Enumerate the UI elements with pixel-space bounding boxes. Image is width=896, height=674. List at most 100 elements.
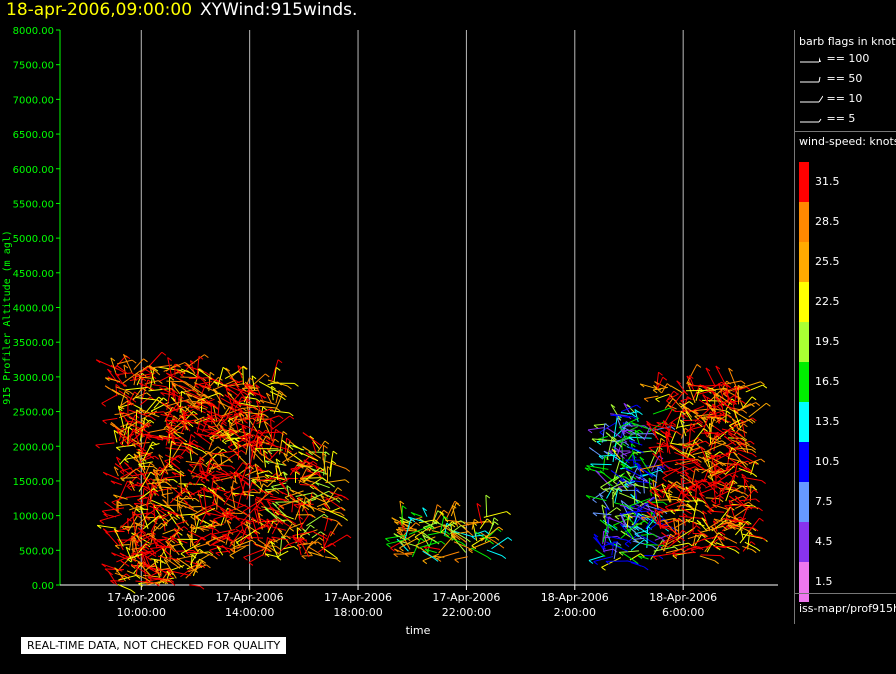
wind-barb-flag bbox=[740, 519, 746, 524]
wind-barb bbox=[122, 434, 143, 449]
barb-legend-label: == 100 bbox=[826, 52, 870, 65]
wind-barb bbox=[279, 431, 284, 455]
wind-barb-flag bbox=[187, 393, 192, 398]
wind-barb bbox=[306, 470, 318, 475]
wind-barb-flag bbox=[323, 444, 328, 449]
wind-barb-flag bbox=[145, 563, 151, 568]
wind-barb-flag bbox=[662, 501, 668, 506]
wind-barb-flag bbox=[224, 394, 230, 399]
wind-barb-flag bbox=[110, 422, 116, 426]
wind-barb bbox=[240, 463, 249, 483]
wind-barb-flag bbox=[189, 440, 195, 445]
wind-barb-flag bbox=[618, 426, 624, 431]
wind-barb-flag bbox=[696, 519, 702, 524]
wind-barb-flag bbox=[648, 477, 654, 482]
wind-barb-flag bbox=[346, 534, 352, 539]
x-tick-label-time: 18:00:00 bbox=[333, 606, 382, 619]
wind-barb-flag bbox=[628, 514, 633, 519]
wind-barb bbox=[270, 541, 278, 557]
wind-barb bbox=[700, 554, 721, 557]
wind-barb-flag bbox=[95, 444, 100, 449]
wind-barb-flag bbox=[669, 446, 675, 451]
wind-barb-flag bbox=[254, 406, 259, 411]
wind-barb-flag bbox=[110, 357, 116, 362]
wind-barb-flag bbox=[128, 453, 134, 458]
wind-barb-flag bbox=[274, 518, 280, 523]
wind-barb bbox=[708, 435, 717, 447]
wind-barb bbox=[312, 441, 317, 454]
wind-barb-flag bbox=[312, 484, 318, 489]
wind-barb-flag bbox=[173, 428, 178, 433]
wind-barb bbox=[245, 400, 250, 419]
wind-barb-flag bbox=[298, 451, 303, 456]
wind-barb-flag bbox=[216, 545, 222, 550]
wind-barb bbox=[188, 564, 207, 573]
data-source-label: iss-mapr/prof915h bbox=[799, 602, 896, 615]
wind-barb-flag bbox=[605, 561, 611, 565]
wind-barb bbox=[194, 507, 212, 518]
wind-barb-flag bbox=[197, 490, 203, 494]
wind-barb bbox=[153, 513, 167, 522]
wind-barb-flag bbox=[298, 458, 303, 463]
wind-barb-flag bbox=[661, 532, 666, 536]
wind-barb-flag bbox=[707, 450, 712, 455]
wind-barb bbox=[199, 452, 209, 461]
wind-barb-flag bbox=[395, 528, 401, 533]
wind-barb bbox=[706, 532, 719, 553]
wind-barb-flag bbox=[259, 399, 265, 404]
wind-barb-flag bbox=[731, 418, 737, 422]
wind-barb bbox=[119, 453, 130, 465]
wind-barb-flag bbox=[120, 560, 126, 565]
wind-barb-flag bbox=[198, 355, 204, 360]
wind-barb-flag bbox=[165, 481, 171, 486]
wind-barb bbox=[729, 495, 744, 503]
wind-barb bbox=[275, 501, 300, 503]
wind-barb bbox=[178, 384, 196, 393]
wind-barb-flag bbox=[165, 540, 170, 545]
wind-barb-flag bbox=[267, 450, 273, 455]
wind-barb-flag bbox=[690, 468, 695, 473]
wind-barb-flag bbox=[171, 383, 177, 387]
wind-barb-flag bbox=[220, 486, 226, 491]
wind-barb-flag bbox=[702, 394, 708, 398]
wind-barb-flag bbox=[221, 544, 227, 549]
wind-barb bbox=[171, 383, 175, 402]
wind-barb bbox=[133, 429, 143, 453]
wind-barb bbox=[116, 430, 130, 446]
wind-barb bbox=[120, 423, 131, 428]
wind-barb bbox=[168, 405, 184, 414]
wind-barb bbox=[211, 464, 225, 472]
wind-barb bbox=[719, 396, 725, 417]
wind-barb-flag bbox=[255, 478, 260, 483]
wind-barb-flag bbox=[162, 477, 168, 482]
wind-barb bbox=[160, 463, 169, 476]
wind-barb-flag bbox=[723, 453, 729, 458]
wind-barb-flag bbox=[147, 422, 152, 427]
wind-barb-flag bbox=[161, 522, 166, 527]
wind-barb bbox=[666, 537, 681, 549]
wind-barb-flag bbox=[608, 450, 614, 455]
wind-barb-flag bbox=[135, 468, 141, 473]
wind-barb bbox=[423, 522, 438, 528]
wind-barb-flag bbox=[712, 403, 717, 408]
wind-barb-flag bbox=[234, 417, 240, 421]
wind-barb-flag bbox=[680, 537, 685, 542]
wind-barb-flag bbox=[254, 448, 260, 453]
wind-barb bbox=[624, 481, 636, 486]
wind-barb bbox=[681, 492, 702, 500]
wind-barb bbox=[199, 550, 214, 557]
wind-barb bbox=[135, 409, 138, 433]
wind-barb bbox=[110, 357, 117, 373]
wind-barb-flag bbox=[251, 479, 256, 484]
wind-barb-flag bbox=[264, 489, 270, 494]
wind-barb bbox=[281, 523, 293, 540]
wind-barb-flag bbox=[268, 522, 274, 527]
wind-barb-flag bbox=[422, 560, 428, 565]
wind-barb-flag bbox=[738, 490, 743, 495]
wind-barb bbox=[601, 540, 618, 547]
wind-barb bbox=[681, 454, 702, 468]
wind-barb-flag bbox=[628, 436, 633, 441]
wind-barb bbox=[105, 568, 124, 571]
wind-barb-flag bbox=[687, 381, 692, 386]
wind-barb bbox=[265, 524, 287, 531]
